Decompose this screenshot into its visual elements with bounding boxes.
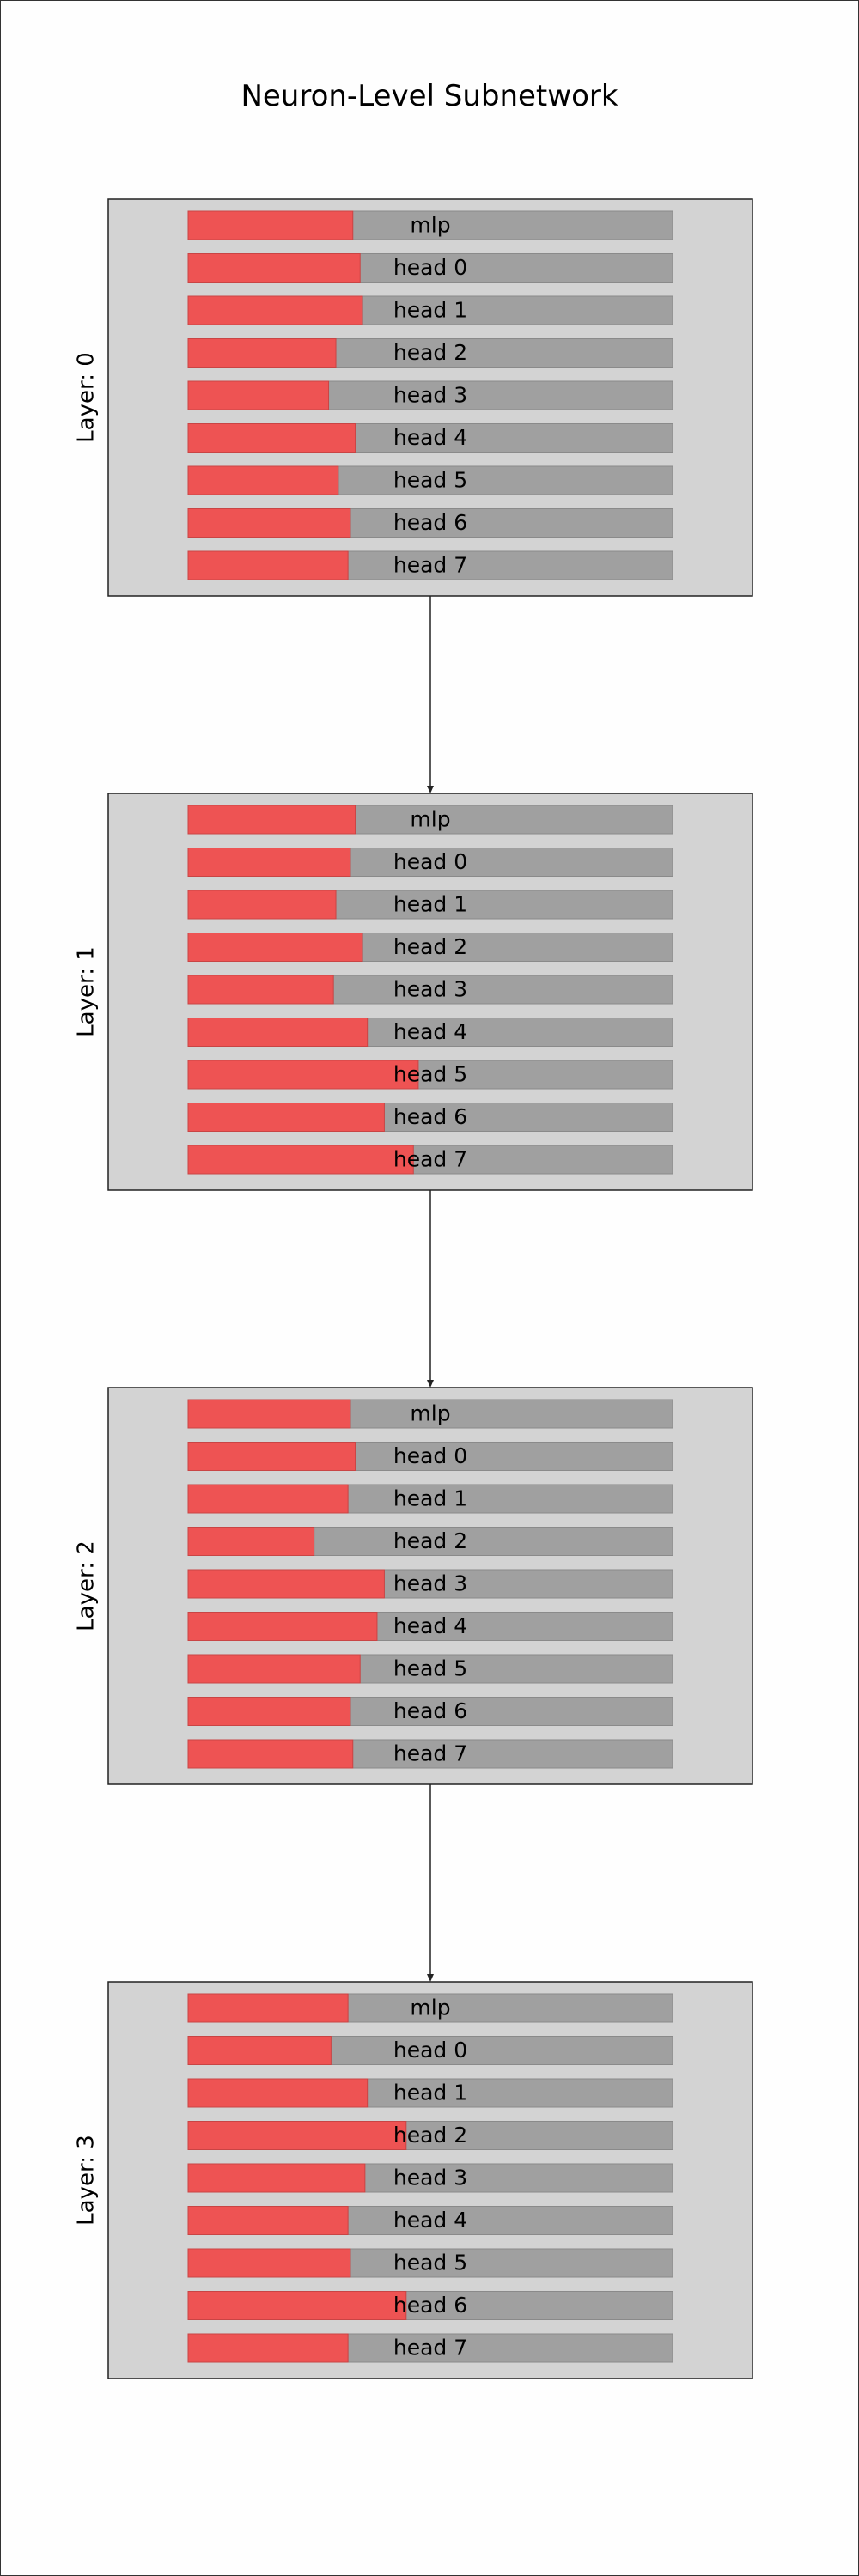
row-label: head 1: [393, 2081, 467, 2105]
bar-fill: [187, 1018, 369, 1047]
bar-fill: [187, 1993, 349, 2023]
bar-fill: [187, 1739, 354, 1769]
bar-fill: [187, 2206, 349, 2235]
bar-fill: [187, 550, 349, 580]
bar-fill: [187, 1654, 361, 1684]
row-label: head 6: [393, 2293, 467, 2318]
bar-fill: [187, 295, 363, 325]
row-label: head 1: [393, 892, 467, 917]
bar-fill: [187, 933, 363, 962]
row-label: head 0: [393, 255, 467, 280]
row-label: head 2: [393, 1528, 467, 1553]
row-label: head 5: [393, 2251, 467, 2275]
bar-fill: [187, 975, 334, 1005]
row-label: head 6: [393, 1698, 467, 1723]
bar-fill: [187, 1060, 419, 1090]
row-label: head 6: [393, 510, 467, 535]
row-label: head 3: [393, 977, 467, 1002]
bar-fill: [187, 848, 351, 877]
row-label: head 7: [393, 1147, 467, 1172]
row-label: head 2: [393, 2123, 467, 2148]
row-label: head 0: [393, 1443, 467, 1468]
bar-fill: [187, 805, 356, 835]
bar-fill: [187, 1103, 385, 1132]
bar-fill: [187, 2333, 349, 2363]
bar-fill: [187, 338, 337, 368]
bar-fill: [187, 2163, 366, 2193]
row-label: head 1: [393, 298, 467, 323]
row-label: head 2: [393, 934, 467, 959]
row-label: mlp: [410, 1401, 450, 1426]
row-label: head 6: [393, 1104, 467, 1129]
layer-label: Layer: 2: [74, 1540, 100, 1631]
row-label: head 7: [393, 1741, 467, 1766]
row-label: head 5: [393, 1656, 467, 1681]
bar-fill: [187, 1527, 315, 1556]
connector-arrowhead: [427, 1974, 434, 1982]
row-label: head 4: [393, 425, 467, 450]
connector-arrowhead: [427, 786, 434, 793]
bar-fill: [187, 2121, 407, 2150]
row-label: head 4: [393, 1613, 467, 1638]
bar-fill: [187, 2291, 407, 2320]
bar-fill: [187, 1399, 351, 1429]
bar-fill: [187, 1145, 414, 1175]
bar-fill: [187, 423, 356, 453]
bar-fill: [187, 1612, 378, 1641]
row-label: head 5: [393, 468, 467, 493]
bar-fill: [187, 380, 330, 410]
bar-fill: [187, 2078, 369, 2108]
row-label: head 7: [393, 2336, 467, 2360]
diagram-title: Neuron-Level Subnetwork: [241, 79, 618, 113]
row-label: head 2: [393, 340, 467, 365]
bar-fill: [187, 1484, 349, 1514]
row-label: head 4: [393, 1019, 467, 1044]
row-label: head 5: [393, 1062, 467, 1087]
bar-fill: [187, 2248, 351, 2278]
connector-arrowhead: [427, 1380, 434, 1388]
row-label: head 3: [393, 2166, 467, 2190]
row-label: head 7: [393, 553, 467, 578]
row-label: mlp: [410, 213, 450, 238]
bar-fill: [187, 210, 354, 240]
bar-fill: [187, 890, 337, 920]
bar-fill: [187, 2036, 332, 2065]
layer-label: Layer: 1: [74, 946, 100, 1037]
row-label: head 3: [393, 1571, 467, 1596]
bar-fill: [187, 1569, 385, 1599]
row-label: head 4: [393, 2208, 467, 2233]
row-label: head 1: [393, 1486, 467, 1511]
bar-fill: [187, 1697, 351, 1726]
row-label: head 0: [393, 2038, 467, 2063]
row-label: mlp: [410, 1996, 450, 2020]
row-label: head 0: [393, 849, 467, 874]
bar-fill: [187, 253, 361, 283]
bar-fill: [187, 1442, 356, 1471]
bar-fill: [187, 465, 339, 495]
row-label: mlp: [410, 807, 450, 832]
layer-label: Layer: 0: [74, 352, 100, 443]
layer-label: Layer: 3: [74, 2135, 100, 2226]
row-label: head 3: [393, 383, 467, 408]
bar-fill: [187, 508, 351, 538]
